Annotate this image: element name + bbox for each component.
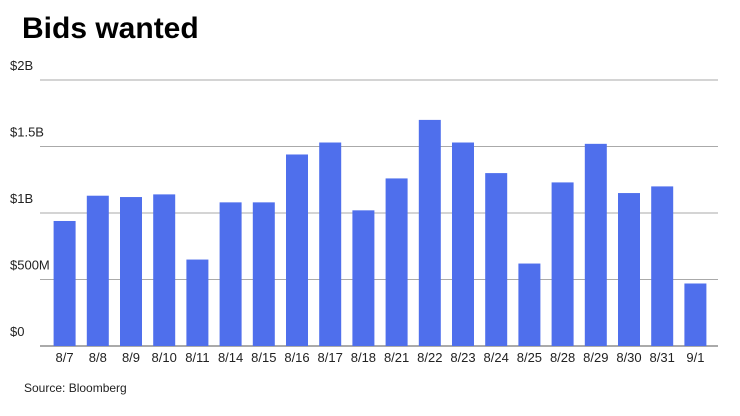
x-tick-label: 8/31 [650,350,675,365]
x-tick-label: 8/23 [450,350,475,365]
x-tick-label: 8/30 [616,350,641,365]
bar [518,263,541,346]
bar [219,202,242,346]
x-tick-label: 8/14 [218,350,243,365]
bar [120,197,142,346]
x-tick-label: 8/8 [89,350,107,365]
y-tick-label: $1B [10,191,33,206]
x-tick-label: 8/29 [583,350,608,365]
x-tick-label: 8/21 [384,350,409,365]
x-tick-label: 8/9 [122,350,140,365]
bar [618,193,640,346]
bar [352,210,375,346]
bar [485,173,508,346]
y-tick-label: $0 [10,324,24,339]
bar [385,178,408,346]
x-tick-label: 9/1 [686,350,704,365]
x-tick-label: 8/22 [417,350,442,365]
bar [584,143,607,346]
x-tick-label: 8/24 [484,350,509,365]
x-tick-label: 8/15 [251,350,276,365]
bar [452,142,474,346]
x-tick-label: 8/18 [351,350,376,365]
x-tick-label: 8/28 [550,350,575,365]
bar [86,195,109,346]
x-tick-label: 8/11 [185,350,209,365]
x-tick-label: 8/10 [152,350,177,365]
bar [651,186,674,346]
bar [186,259,209,346]
bar [252,202,275,346]
bar [153,194,176,346]
bar [418,119,441,347]
bar [684,283,707,346]
bar [551,182,574,346]
y-tick-label: $1.5B [10,125,44,140]
chart-title: Bids wanted [22,12,199,45]
x-tick-label: 8/16 [284,350,309,365]
x-tick-label: 8/7 [56,350,74,365]
y-tick-label: $500M [10,258,50,273]
y-tick-label: $2B [10,58,33,73]
bar [53,220,76,346]
x-tick-label: 8/17 [318,350,343,365]
bar [319,142,342,346]
source: Source: Bloomberg [24,381,127,395]
bar [286,154,308,346]
x-tick-label: 8/25 [517,350,542,365]
